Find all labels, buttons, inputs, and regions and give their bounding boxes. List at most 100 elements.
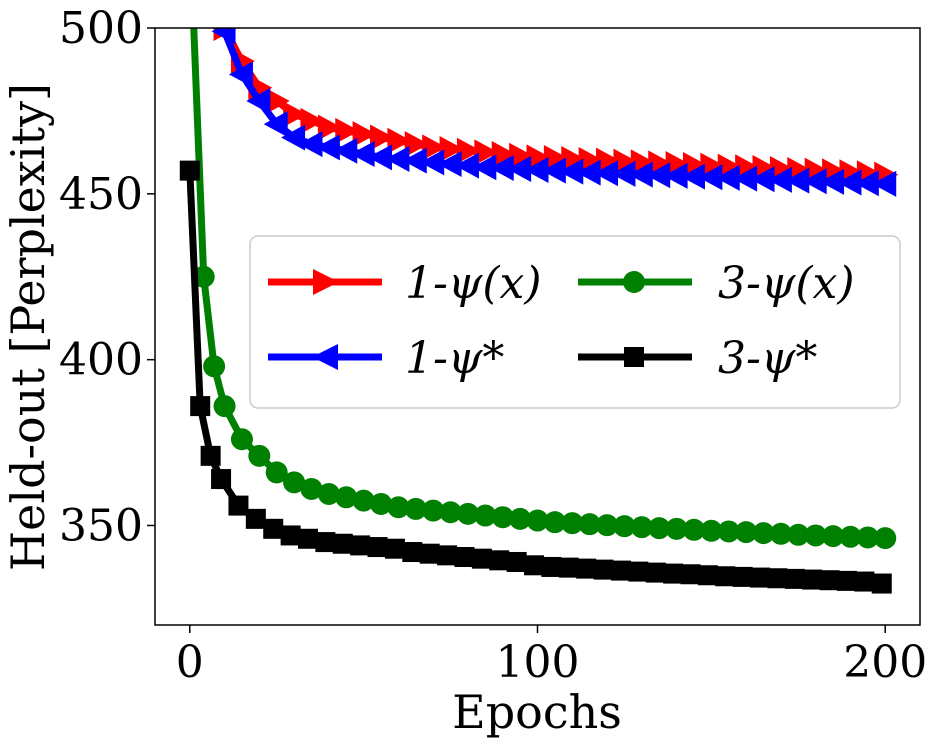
- series-4-point-13: [384, 538, 405, 559]
- series-1-point-11: [387, 127, 412, 154]
- series-1-point-31: [735, 154, 760, 181]
- series-2-point-29: [698, 164, 723, 191]
- series-3-point-35: [769, 522, 792, 545]
- series-3-point-9: [317, 482, 340, 505]
- series-1-point-19: [526, 144, 551, 171]
- legend-marker-triangle-right: [313, 269, 339, 295]
- series-3-point-18: [474, 504, 497, 527]
- series-2-point-10: [368, 144, 393, 171]
- legend-marker-circle: [623, 271, 645, 293]
- series-3-point-22: [543, 511, 566, 534]
- legend-marker-triangle-left: [312, 344, 338, 370]
- series-4-point-40: [854, 571, 875, 592]
- series-3-point-21: [526, 509, 549, 532]
- legend-label-3-psi-star: 3-ψ*: [718, 333, 817, 384]
- series-1: [213, 28, 899, 188]
- series-3-point-30: [682, 518, 705, 541]
- series-2-point-9: [350, 141, 375, 168]
- y-axis-label: Held-out [Perplexity]: [1, 83, 55, 571]
- series-4-point-0: [179, 160, 200, 181]
- series-4-point-24: [576, 558, 597, 579]
- series-3-point-32: [717, 520, 740, 543]
- series-2-point-14: [437, 150, 462, 177]
- series-1-point-4: [265, 87, 290, 114]
- series-4-point-34: [750, 567, 771, 588]
- legend-label-1-psi-star: 1-ψ*: [405, 333, 504, 384]
- series-2-point-6: [298, 131, 323, 158]
- series-2-point-27: [663, 162, 688, 189]
- series-1-point-7: [317, 114, 342, 141]
- series-2-point-22: [576, 159, 601, 186]
- series-4-point-2: [200, 445, 221, 466]
- series-3-point-6: [265, 461, 288, 484]
- series-2-point-24: [611, 160, 636, 187]
- series-3-point-17: [456, 502, 479, 525]
- series-4-point-28: [645, 562, 666, 583]
- series-2-point-36: [820, 168, 845, 195]
- series-3-point-40: [856, 526, 879, 549]
- series-2-point-12: [402, 147, 427, 174]
- series-4-point-22: [541, 556, 562, 577]
- series-1-point-32: [752, 154, 777, 181]
- series-3-point-11: [352, 489, 375, 512]
- series-4-point-17: [454, 547, 475, 568]
- series-3-point-15: [422, 499, 445, 522]
- series-4-point-37: [802, 569, 823, 590]
- series-1-point-26: [648, 150, 673, 177]
- series-1-point-25: [630, 149, 655, 176]
- x-tick-label-200: 200: [843, 637, 927, 688]
- series-4-point-41: [871, 573, 892, 594]
- y-tick-label-400: 400: [59, 335, 143, 386]
- series-2-point-15: [454, 152, 479, 179]
- series-3-point-3: [213, 395, 236, 418]
- series-3-point-4: [230, 428, 253, 451]
- series-3-point-29: [665, 517, 688, 540]
- series-2-point-28: [680, 163, 705, 190]
- series-2-point-30: [715, 164, 740, 191]
- legend-entry-1-psi-x: 1-ψ(x): [268, 258, 542, 309]
- series-3-point-31: [700, 519, 723, 542]
- series-4-point-29: [663, 563, 684, 584]
- series-2-point-39: [872, 170, 897, 197]
- series-3-point-33: [735, 521, 758, 544]
- series-4-point-11: [350, 535, 371, 556]
- series-1-point-16: [474, 139, 499, 166]
- x-tick-label-0: 0: [176, 637, 204, 688]
- x-tick-label-100: 100: [496, 637, 580, 688]
- legend-entry-1-psi-star: 1-ψ*: [268, 333, 504, 384]
- series-4-point-4: [228, 495, 249, 516]
- series-4-point-36: [784, 568, 805, 589]
- series-4-point-23: [558, 557, 579, 578]
- series-3-point-7: [283, 471, 306, 494]
- series-1-point-18: [509, 142, 534, 169]
- series-2-point-38: [854, 170, 879, 197]
- series-1-point-27: [665, 150, 690, 177]
- series-3-point-34: [752, 522, 775, 545]
- series-3-point-24: [578, 513, 601, 536]
- series-3-point-37: [804, 524, 827, 547]
- series-4-point-32: [715, 566, 736, 587]
- y-tick-label-350: 350: [59, 501, 143, 552]
- series-4-point-19: [489, 550, 510, 571]
- y-tick-label-500: 500: [59, 3, 143, 54]
- series-4-point-35: [767, 568, 788, 589]
- series-1-point-30: [717, 153, 742, 180]
- series-2-point-7: [315, 134, 340, 161]
- series-4-point-25: [593, 559, 614, 580]
- series-2: [211, 28, 897, 197]
- series-3-point-13: [387, 496, 410, 519]
- series-3-point-38: [822, 525, 845, 548]
- series-2-point-11: [385, 146, 410, 173]
- series-2-point-25: [628, 161, 653, 188]
- series-2-point-13: [420, 149, 445, 176]
- series-4-point-26: [610, 560, 631, 581]
- series-3-point-41: [874, 527, 897, 550]
- series-3-point-10: [335, 486, 358, 509]
- series-2-point-33: [767, 166, 792, 193]
- series-4-point-3: [211, 469, 232, 490]
- series-3-point-39: [839, 525, 862, 548]
- series-1-point-13: [422, 134, 447, 161]
- series-2-point-16: [472, 154, 497, 181]
- series-4-point-8: [298, 528, 318, 549]
